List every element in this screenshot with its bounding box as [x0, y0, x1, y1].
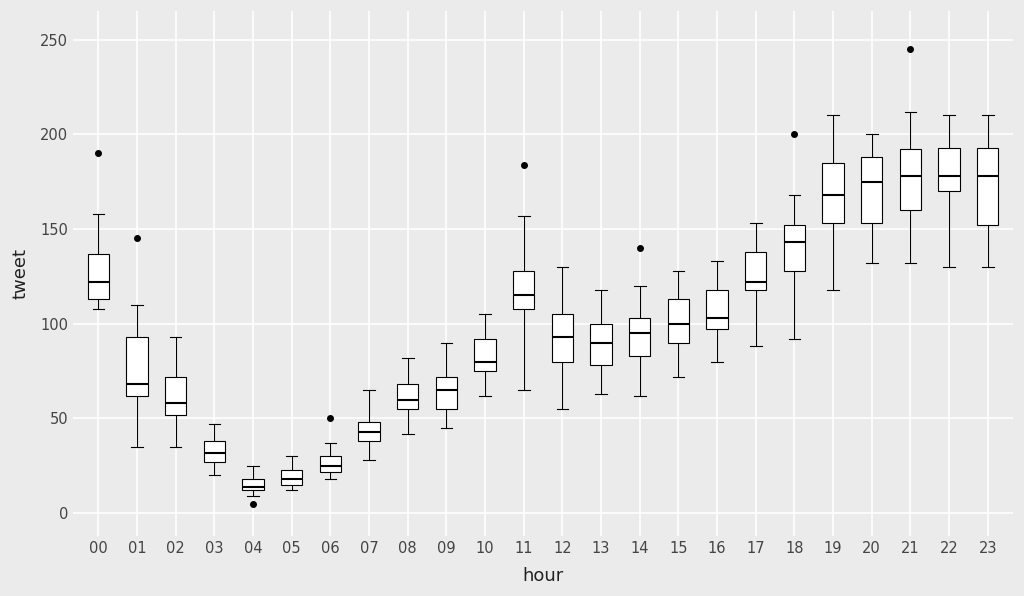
- Y-axis label: tweet: tweet: [11, 248, 29, 299]
- Bar: [591, 324, 611, 365]
- Bar: [822, 163, 844, 224]
- Bar: [358, 422, 380, 441]
- Bar: [319, 457, 341, 471]
- X-axis label: hour: hour: [522, 567, 563, 585]
- Bar: [474, 339, 496, 371]
- Bar: [861, 157, 883, 224]
- Bar: [165, 377, 186, 415]
- Bar: [668, 299, 689, 343]
- Bar: [281, 470, 302, 485]
- Bar: [977, 148, 998, 225]
- Bar: [552, 314, 573, 362]
- Bar: [900, 150, 921, 210]
- Bar: [397, 384, 419, 409]
- Bar: [243, 479, 263, 491]
- Bar: [938, 148, 959, 191]
- Bar: [436, 377, 457, 409]
- Bar: [513, 271, 535, 309]
- Bar: [629, 318, 650, 356]
- Bar: [783, 225, 805, 271]
- Bar: [204, 441, 225, 462]
- Bar: [88, 254, 109, 299]
- Bar: [745, 252, 766, 290]
- Bar: [126, 337, 147, 396]
- Bar: [707, 290, 728, 330]
